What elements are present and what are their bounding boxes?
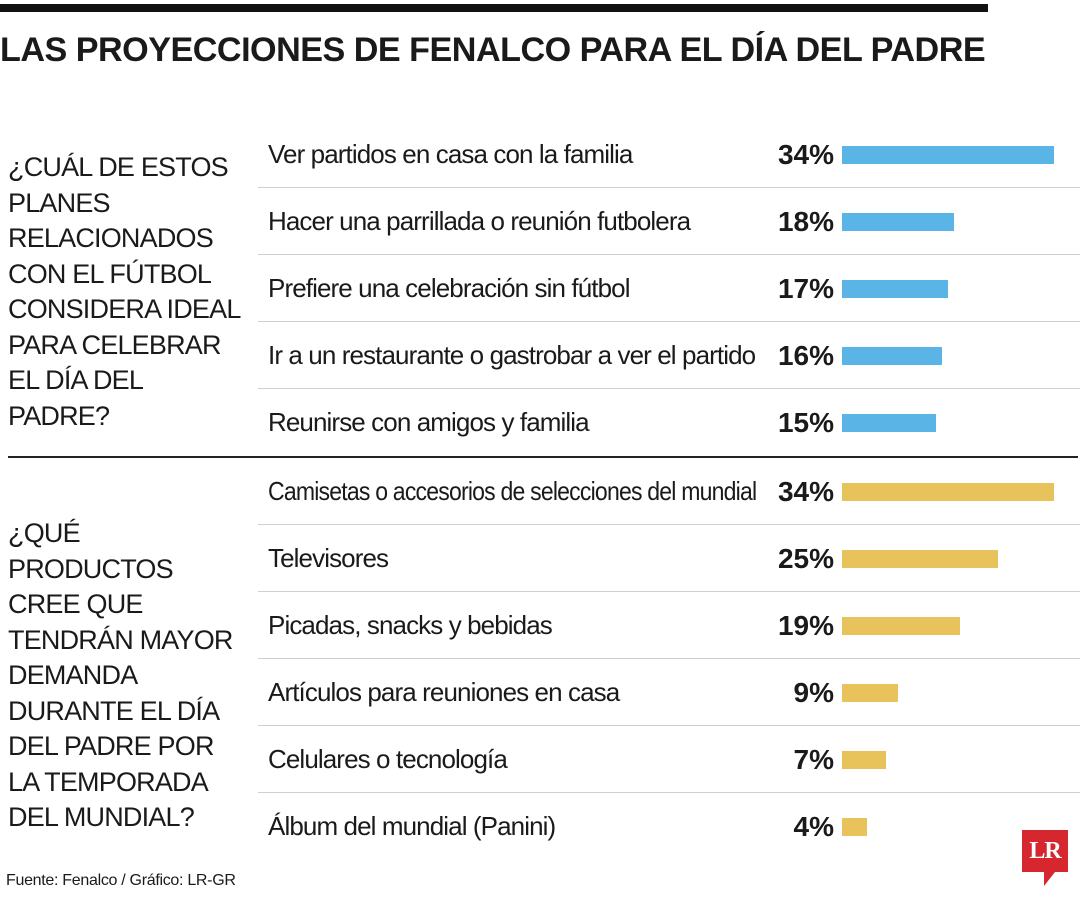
row-separator <box>258 658 1080 659</box>
bar-value-label: 34% <box>777 139 834 170</box>
bar-row: Ver partidos en casa con la familia 34% <box>258 121 1080 188</box>
bar <box>842 213 954 231</box>
logo-text: LR <box>1029 838 1061 864</box>
bar-label: Hacer una parrillada o reunión futbolera <box>268 206 691 236</box>
bar-value-label: 19% <box>777 610 834 641</box>
row-separator <box>258 524 1080 525</box>
row-separator <box>258 321 1080 322</box>
row-separator <box>258 388 1080 389</box>
bar-label: Picadas, snacks y bebidas <box>268 610 553 640</box>
bar-value-label: 15% <box>777 407 834 438</box>
bar-label: Artículos para reuniones en casa <box>268 677 620 707</box>
row-separator <box>258 792 1080 793</box>
bar-label: Ir a un restaurante o gastrobar a ver el… <box>268 340 756 370</box>
row-separator <box>258 254 1080 255</box>
bar-value-label: 34% <box>777 476 834 507</box>
bar <box>842 751 886 769</box>
bar <box>842 280 948 298</box>
bar-row: Televisores 25% <box>258 525 1080 592</box>
bar-value-label: 16% <box>777 340 834 371</box>
bar-value-label: 9% <box>793 677 834 708</box>
bar <box>842 550 998 568</box>
bar <box>842 818 867 836</box>
bar-row: Camisetas o accesorios de selecciones de… <box>258 458 1080 525</box>
bar <box>842 483 1054 501</box>
bar <box>842 684 898 702</box>
bar-label: Ver partidos en casa con la familia <box>268 139 633 169</box>
row-separator <box>258 725 1080 726</box>
bar-value-label: 25% <box>777 543 834 574</box>
bar-label: Álbum del mundial (Panini) <box>268 811 556 841</box>
bar-row: Prefiere una celebración sin fútbol 17% <box>258 255 1080 322</box>
top-rule <box>0 4 988 12</box>
page-title: LAS PROYECCIONES DE FENALCO PARA EL DÍA … <box>0 31 986 69</box>
bar <box>842 617 960 635</box>
bar <box>842 146 1054 164</box>
bar-row: Hacer una parrillada o reunión futbolera… <box>258 188 1080 255</box>
bar-value-label: 4% <box>793 811 834 842</box>
bar-value-label: 7% <box>793 744 834 775</box>
bar <box>842 414 936 432</box>
bar-row: Reunirse con amigos y familia 15% <box>258 389 1080 456</box>
bar-row: Álbum del mundial (Panini) 4% <box>258 793 1080 860</box>
bar-label: Prefiere una celebración sin fútbol <box>268 273 631 303</box>
section-divider <box>8 456 1078 458</box>
question-products: ¿Qué productos cree que tendrán mayor de… <box>8 518 233 832</box>
bar-label: Televisores <box>268 543 389 573</box>
bar-value-label: 17% <box>777 273 834 304</box>
bar-label: Camisetas o accesorios de selecciones de… <box>268 476 757 506</box>
bar-label: Reunirse con amigos y familia <box>268 407 590 437</box>
row-separator <box>258 187 1080 188</box>
question-plans: ¿Cuál de estos planes relacionados con e… <box>8 152 240 431</box>
bar-row: Celulares o tecnología 7% <box>258 726 1080 793</box>
lr-logo: LR <box>1022 830 1068 886</box>
bar-row: Picadas, snacks y bebidas 19% <box>258 592 1080 659</box>
bar-label: Celulares o tecnología <box>268 744 508 774</box>
row-separator <box>258 591 1080 592</box>
bar <box>842 347 942 365</box>
bar-value-label: 18% <box>777 206 834 237</box>
source-note: Fuente: Fenalco / Gráfico: LR-GR <box>6 872 236 889</box>
bar-row: Artículos para reuniones en casa 9% <box>258 659 1080 726</box>
bar-row: Ir a un restaurante o gastrobar a ver el… <box>258 322 1080 389</box>
